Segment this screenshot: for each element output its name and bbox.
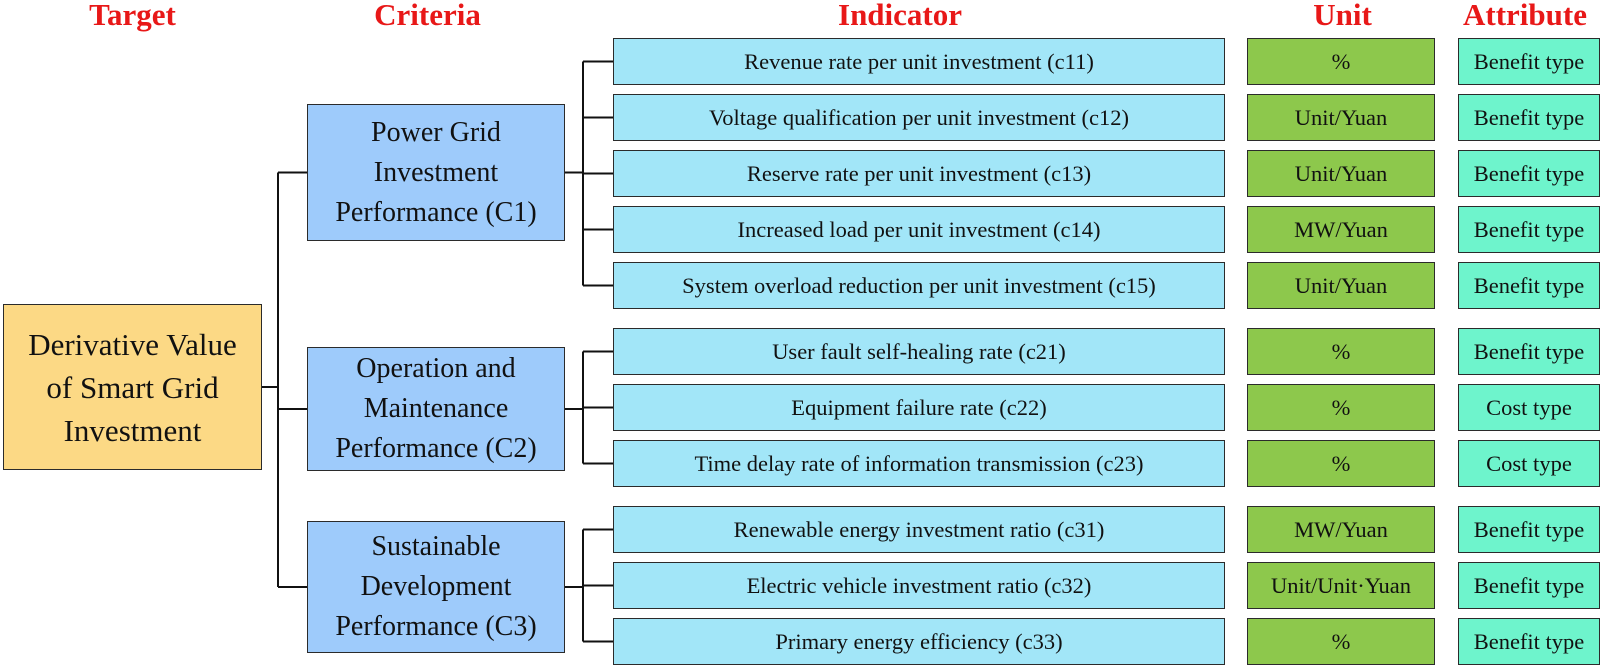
indicator-box: Increased load per unit investment (c14) [613,206,1225,253]
unit-box: % [1247,384,1435,431]
unit-box: % [1247,38,1435,85]
unit-box: Unit/Yuan [1247,94,1435,141]
indicator-box: Revenue rate per unit investment (c11) [613,38,1225,85]
indicator-box: Time delay rate of information transmiss… [613,440,1225,487]
indicator-box: Primary energy efficiency (c33) [613,618,1225,665]
attribute-box: Benefit type [1458,150,1600,197]
header-unit: Unit [1313,0,1372,32]
indicator-box: Reserve rate per unit investment (c13) [613,150,1225,197]
header-criteria: Criteria [374,0,481,32]
target-box: Derivative Value of Smart Grid Investmen… [3,304,262,470]
indicator-box: Electric vehicle investment ratio (c32) [613,562,1225,609]
indicator-box: User fault self-healing rate (c21) [613,328,1225,375]
header-target: Target [89,0,176,32]
header-attribute: Attribute [1463,0,1587,32]
attribute-box: Benefit type [1458,262,1600,309]
unit-box: % [1247,328,1435,375]
unit-box: % [1247,618,1435,665]
attribute-box: Benefit type [1458,562,1600,609]
indicator-box: Voltage qualification per unit investmen… [613,94,1225,141]
attribute-box: Benefit type [1458,328,1600,375]
unit-box: Unit/Unit·Yuan [1247,562,1435,609]
unit-box: Unit/Yuan [1247,262,1435,309]
indicator-box: Renewable energy investment ratio (c31) [613,506,1225,553]
attribute-box: Cost type [1458,384,1600,431]
unit-box: % [1247,440,1435,487]
indicator-box: Equipment failure rate (c22) [613,384,1225,431]
attribute-box: Benefit type [1458,206,1600,253]
criteria-box-c2: Operation and Maintenance Performance (C… [307,347,565,471]
unit-box: MW/Yuan [1247,206,1435,253]
attribute-box: Cost type [1458,440,1600,487]
unit-box: Unit/Yuan [1247,150,1435,197]
unit-box: MW/Yuan [1247,506,1435,553]
attribute-box: Benefit type [1458,38,1600,85]
indicator-box: System overload reduction per unit inves… [613,262,1225,309]
attribute-box: Benefit type [1458,94,1600,141]
attribute-box: Benefit type [1458,618,1600,665]
header-indicator: Indicator [838,0,962,32]
criteria-box-c1: Power Grid Investment Performance (C1) [307,104,565,241]
criteria-box-c3: Sustainable Development Performance (C3) [307,521,565,653]
attribute-box: Benefit type [1458,506,1600,553]
